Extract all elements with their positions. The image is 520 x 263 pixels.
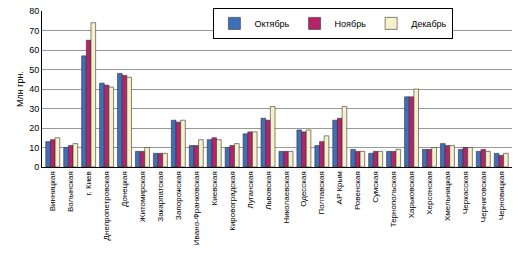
svg-text:Декабрь: Декабрь: [411, 19, 446, 29]
svg-text:Черновицкая: Черновицкая: [497, 171, 506, 220]
svg-text:Закарпатская: Закарпатская: [156, 171, 165, 222]
svg-text:Луганская: Луганская: [246, 171, 255, 208]
svg-text:Харьковская: Харьковская: [407, 171, 416, 218]
svg-text:Млн грн.: Млн грн.: [15, 71, 25, 107]
svg-text:Полтавская: Полтавская: [317, 171, 326, 214]
svg-text:Хмельницкая: Хмельницкая: [443, 171, 452, 221]
svg-text:Ивано-Франковская: Ивано-Франковская: [192, 171, 201, 245]
svg-text:Черниговская: Черниговская: [479, 171, 488, 222]
svg-text:Киевская: Киевская: [210, 171, 219, 205]
svg-text:70: 70: [29, 26, 39, 36]
svg-text:г. Киев: г. Киев: [84, 171, 93, 195]
svg-text:20: 20: [29, 123, 39, 133]
svg-text:АР Крым: АР Крым: [335, 171, 344, 204]
svg-text:Черкасская: Черкасская: [461, 171, 470, 214]
svg-text:Октябрь: Октябрь: [254, 19, 289, 29]
svg-text:Сумская: Сумская: [371, 171, 380, 203]
svg-text:0: 0: [34, 162, 39, 172]
svg-text:Донецкая: Донецкая: [120, 171, 129, 207]
svg-text:Одесская: Одесская: [300, 171, 309, 207]
svg-text:30: 30: [29, 104, 39, 114]
svg-text:Ровенская: Ровенская: [353, 171, 362, 210]
svg-text:Житомирская: Житомирская: [138, 171, 147, 222]
svg-text:60: 60: [29, 45, 39, 55]
svg-text:80: 80: [29, 6, 39, 16]
svg-text:Днепропетровская: Днепропетровская: [102, 171, 111, 240]
svg-text:Херсонская: Херсонская: [425, 171, 434, 215]
svg-text:Николаевская: Николаевская: [282, 171, 291, 223]
svg-text:Ноябрь: Ноябрь: [335, 19, 367, 29]
svg-text:Запорожская: Запорожская: [174, 171, 183, 220]
svg-text:Кировоградская: Кировоградская: [228, 171, 237, 231]
svg-text:50: 50: [29, 65, 39, 75]
svg-text:10: 10: [29, 143, 39, 153]
svg-text:40: 40: [29, 84, 39, 94]
svg-text:Волынская: Волынская: [66, 171, 75, 212]
svg-text:Винницкая: Винницкая: [48, 171, 57, 211]
svg-text:Тернопольская: Тернопольская: [389, 171, 398, 227]
svg-text:Львовская: Львовская: [264, 171, 273, 210]
